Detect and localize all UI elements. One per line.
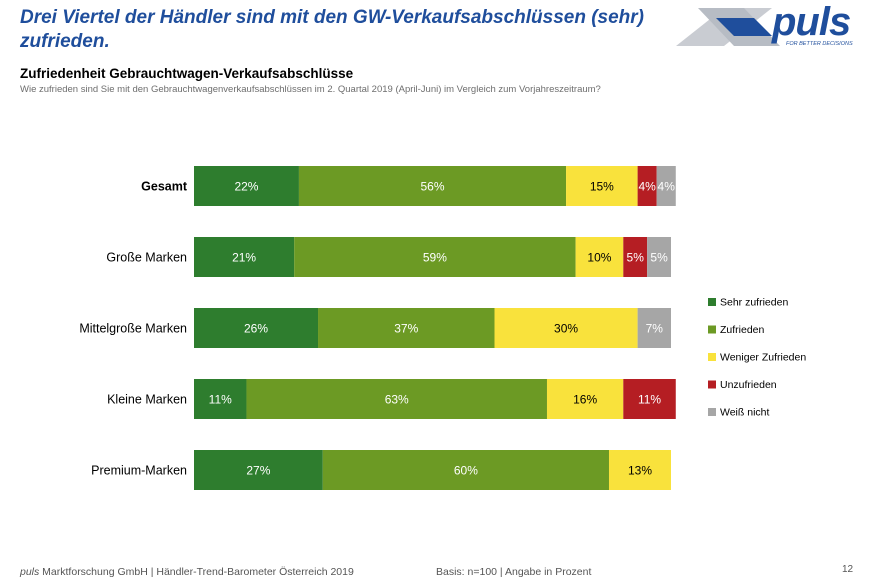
bar-segment-kleine-marken-weniger-zufrieden <box>546 379 624 419</box>
bar-segment-mittelgrosse-marken-weiss-nicht <box>637 308 671 348</box>
legend-label-sehr-zufrieden: Sehr zufrieden <box>720 297 788 309</box>
data-label-gesamt-weiss-nicht: 4% <box>658 180 676 194</box>
legend-swatch-zufrieden <box>708 325 716 334</box>
bar-segment-grosse-marken-weniger-zufrieden <box>575 237 624 277</box>
data-label-mittelgrosse-marken-sehr-zufrieden: 26% <box>244 322 268 336</box>
bar-segment-kleine-marken-zufrieden <box>246 379 547 419</box>
logo-x-icon <box>676 8 780 46</box>
legend-swatch-sehr-zufrieden <box>708 298 716 306</box>
bar-segment-gesamt-weiss-nicht <box>656 166 676 206</box>
data-label-grosse-marken-unzufrieden: 5% <box>627 251 645 265</box>
bar-segment-grosse-marken-unzufrieden <box>623 237 648 277</box>
bar-group: Gesamt 22% 56% 15% 4% 4% Große Marken 21% 59% 10%… <box>79 166 676 490</box>
data-label-gesamt-weniger-zufrieden: 15% <box>590 180 614 194</box>
bar-segment-kleine-marken-unzufrieden <box>623 379 676 419</box>
footer-source: puls Marktforschung GmbH | Händler-Trend… <box>20 566 354 578</box>
bar-segment-mittelgrosse-marken-weniger-zufrieden <box>494 308 638 348</box>
chart-legend: Sehr zufrieden Zufrieden Weniger Zufrieden… <box>708 297 806 419</box>
data-label-grosse-marken-weniger-zufrieden: 10% <box>587 251 611 265</box>
data-label-kleine-marken-zufrieden: 63% <box>385 393 409 407</box>
data-label-grosse-marken-weiss-nicht: 5% <box>650 251 668 265</box>
bar-segment-grosse-marken-sehr-zufrieden <box>194 237 295 277</box>
logo-tagline: FOR BETTER DECISIONS <box>786 41 853 47</box>
data-label-gesamt-zufrieden: 56% <box>420 180 444 194</box>
data-label-premium-marken-weniger-zufrieden: 13% <box>628 464 652 478</box>
data-label-grosse-marken-zufrieden: 59% <box>423 251 447 265</box>
category-label-gesamt: Gesamt <box>141 180 188 194</box>
data-label-mittelgrosse-marken-weniger-zufrieden: 30% <box>554 322 578 336</box>
data-label-grosse-marken-sehr-zufrieden: 21% <box>232 251 256 265</box>
footer-source-text: Marktforschung GmbH | Händler-Trend-Baro… <box>39 566 354 578</box>
data-label-kleine-marken-sehr-zufrieden: 11% <box>209 393 232 407</box>
data-label-mittelgrosse-marken-weiss-nicht: 7% <box>646 322 664 336</box>
bar-segment-grosse-marken-weiss-nicht <box>647 237 671 277</box>
category-label-premium-marken: Premium-Marken <box>91 464 187 478</box>
page-number: 12 <box>842 564 854 575</box>
data-label-gesamt-sehr-zufrieden: 22% <box>234 180 258 194</box>
legend-swatch-weiss-nicht <box>708 408 716 416</box>
bar-segment-kleine-marken-sehr-zufrieden <box>194 379 247 419</box>
bar-segment-gesamt-sehr-zufrieden <box>194 166 299 206</box>
legend-swatch-weniger-zufrieden <box>708 353 716 361</box>
category-label-grosse-marken: Große Marken <box>106 251 187 265</box>
data-label-kleine-marken-weniger-zufrieden: 16% <box>573 393 597 407</box>
category-label-kleine-marken: Kleine Marken <box>107 393 187 407</box>
bar-segment-gesamt-weniger-zufrieden <box>566 166 638 206</box>
category-label-mittelgrosse-marken: Mittelgroße Marken <box>79 322 187 336</box>
legend-label-zufrieden: Zufrieden <box>720 324 765 336</box>
bar-segment-premium-marken-weniger-zufrieden <box>608 450 671 490</box>
footer-brand: puls <box>20 566 40 578</box>
legend-swatch-unzufrieden <box>708 380 716 389</box>
data-label-premium-marken-sehr-zufrieden: 27% <box>246 464 270 478</box>
legend-label-weiss-nicht: Weiß nicht <box>720 407 769 419</box>
data-label-gesamt-unzufrieden: 4% <box>638 180 656 194</box>
chart-question: Wie zufrieden sind Sie mit den Gebraucht… <box>20 84 601 95</box>
chart-title: Zufriedenheit Gebrauchtwagen-Verkaufsabs… <box>20 66 354 81</box>
page-headline: Drei Viertel der Händler sind mit den GW… <box>20 7 645 52</box>
data-label-premium-marken-zufrieden: 60% <box>454 464 478 478</box>
footer-basis: Basis: n=100 | Angabe in Prozent <box>436 566 592 578</box>
logo-wordmark: puls <box>772 0 851 44</box>
bar-segment-gesamt-unzufrieden <box>637 166 657 206</box>
bar-segment-mittelgrosse-marken-sehr-zufrieden <box>194 308 319 348</box>
bar-segment-gesamt-zufrieden <box>298 166 567 206</box>
bar-segment-grosse-marken-zufrieden <box>294 237 576 277</box>
bar-segment-premium-marken-sehr-zufrieden <box>194 450 323 490</box>
puls-logo: puls FOR BETTER DECISIONS <box>676 2 866 50</box>
bar-segment-mittelgrosse-marken-zufrieden <box>318 308 495 348</box>
data-label-mittelgrosse-marken-zufrieden: 37% <box>394 322 418 336</box>
bar-segment-premium-marken-zufrieden <box>322 450 609 490</box>
data-label-kleine-marken-unzufrieden: 11% <box>638 393 661 407</box>
legend-label-weniger-zufrieden: Weniger Zufrieden <box>720 352 806 364</box>
legend-label-unzufrieden: Unzufrieden <box>720 379 777 391</box>
